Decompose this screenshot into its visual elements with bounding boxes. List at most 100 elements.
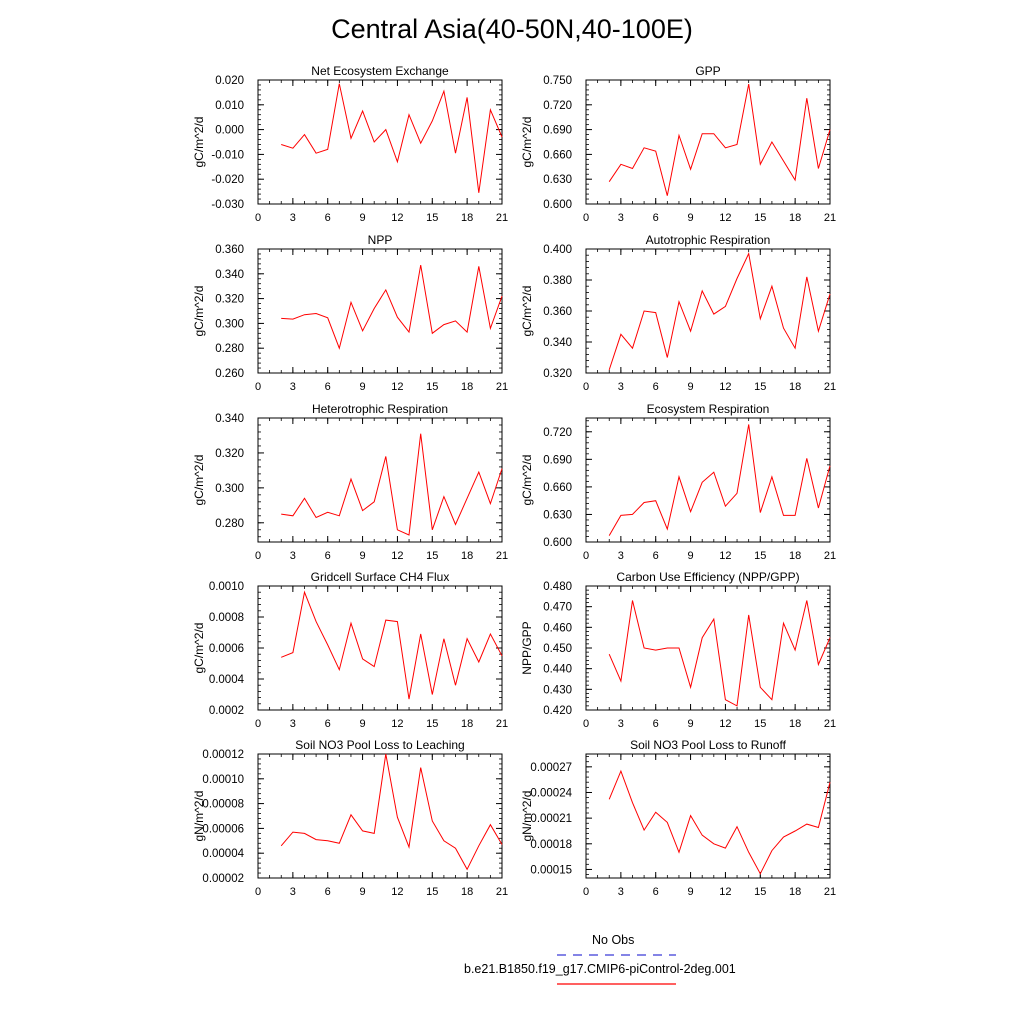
panel-3: Autotrophic Respiration gC/m^2/d 0 3 6 9 12 15 1… <box>520 233 836 393</box>
x-tick-label: 15 <box>754 212 766 224</box>
y-tick-label: 0.630 <box>543 509 572 521</box>
x-tick-label: 21 <box>496 381 508 393</box>
x-tick-label: 18 <box>789 718 801 730</box>
y-axis-label: gC/m^2/d <box>192 455 206 506</box>
x-tick-label: 12 <box>719 212 731 224</box>
y-tick-label: 0.460 <box>543 622 572 634</box>
y-tick-label: 0.480 <box>543 581 572 593</box>
panel-title: Ecosystem Respiration <box>647 402 770 416</box>
x-tick-label: 6 <box>653 550 659 562</box>
series-line-0 <box>280 753 503 871</box>
y-tick-label: -0.010 <box>211 149 244 161</box>
y-tick-label: 0.380 <box>543 275 572 287</box>
x-tick-label: 21 <box>824 212 836 224</box>
x-tick-label: 3 <box>290 550 296 562</box>
panel-6: Gridcell Surface CH4 Flux gC/m^2/d 0 3 6 9 12 1… <box>192 570 508 730</box>
panel-4: Heterotrophic Respiration gC/m^2/d 0 3 6 9 12 1… <box>192 402 508 562</box>
x-tick-label: 18 <box>461 718 473 730</box>
y-axis-label: gC/m^2/d <box>520 455 534 506</box>
y-tick-label: 0.0004 <box>209 674 245 686</box>
plot-frame <box>257 79 503 205</box>
y-tick-label: 0.00015 <box>530 864 572 876</box>
x-tick-label: 6 <box>653 381 659 393</box>
y-tick-label: 0.300 <box>215 483 244 495</box>
y-tick-label: 0.720 <box>543 427 572 439</box>
y-tick-label: 0.00002 <box>202 873 244 885</box>
y-tick-label: 0.320 <box>543 368 572 380</box>
x-tick-label: 0 <box>583 886 589 898</box>
x-tick-label: 9 <box>688 381 694 393</box>
y-tick-label: 0.340 <box>215 269 244 281</box>
panel-2: NPP gC/m^2/d 0 3 6 9 12 15 18 21 0.260 0.280 0.300 0.… <box>192 233 508 393</box>
x-tick-label: 12 <box>391 381 403 393</box>
y-tick-label: 0.470 <box>543 602 572 614</box>
page-title: Central Asia(40-50N,40-100E) <box>331 14 693 44</box>
y-tick-label: -0.030 <box>211 199 244 211</box>
x-tick-label: 18 <box>461 381 473 393</box>
x-tick-label: 21 <box>824 381 836 393</box>
x-tick-label: 15 <box>754 381 766 393</box>
x-tick-label: 21 <box>824 886 836 898</box>
x-tick-label: 6 <box>653 886 659 898</box>
plot-frame <box>257 417 503 543</box>
x-tick-label: 3 <box>618 212 624 224</box>
plot-frame <box>585 585 831 711</box>
series-line-0 <box>281 265 503 350</box>
x-tick-label: 18 <box>789 381 801 393</box>
x-tick-label: 15 <box>754 550 766 562</box>
y-tick-label: 0.00006 <box>202 823 244 835</box>
panel-title: Heterotrophic Respiration <box>312 402 448 416</box>
series-line-0 <box>281 590 503 700</box>
y-tick-label: 0.00024 <box>530 787 572 799</box>
x-tick-label: 6 <box>325 381 331 393</box>
x-tick-label: 6 <box>325 212 331 224</box>
series-line-0 <box>281 433 503 536</box>
series-line-0 <box>608 424 831 536</box>
x-tick-label: 3 <box>290 381 296 393</box>
x-tick-label: 12 <box>719 886 731 898</box>
y-axis-label: gC/m^2/d <box>520 286 534 337</box>
x-tick-label: 6 <box>325 550 331 562</box>
y-tick-label: 0.360 <box>215 244 244 256</box>
y-tick-label: 0.260 <box>215 368 244 380</box>
x-tick-label: 18 <box>789 886 801 898</box>
x-tick-label: 0 <box>255 886 261 898</box>
y-tick-label: 0.690 <box>543 454 572 466</box>
panel-title: Carbon Use Efficiency (NPP/GPP) <box>616 570 799 584</box>
y-tick-label: 0.020 <box>215 75 244 87</box>
y-tick-label: 0.600 <box>543 537 572 549</box>
y-tick-label: 0.00018 <box>530 839 572 851</box>
plot-frame <box>257 753 503 879</box>
x-tick-label: 15 <box>426 212 438 224</box>
panel-7: Carbon Use Efficiency (NPP/GPP) NPP/GPP 0 3… <box>520 570 836 730</box>
x-tick-label: 0 <box>583 718 589 730</box>
y-tick-label: 0.600 <box>543 199 572 211</box>
x-tick-label: 15 <box>426 381 438 393</box>
x-tick-label: 15 <box>426 886 438 898</box>
y-axis-label: gC/m^2/d <box>520 117 534 168</box>
y-axis-label: gC/m^2/d <box>192 623 206 674</box>
y-tick-label: 0.420 <box>543 705 572 717</box>
series-line-0 <box>608 769 831 875</box>
x-tick-label: 0 <box>255 212 261 224</box>
y-axis-label: gC/m^2/d <box>192 117 206 168</box>
x-tick-label: 12 <box>719 550 731 562</box>
x-tick-label: 3 <box>290 212 296 224</box>
x-tick-label: 3 <box>290 886 296 898</box>
plot-frame <box>585 79 831 205</box>
plot-frame <box>585 248 831 374</box>
x-tick-label: 0 <box>583 381 589 393</box>
panel-title: Gridcell Surface CH4 Flux <box>311 570 450 584</box>
y-tick-label: 0.630 <box>543 174 572 186</box>
y-tick-label: 0.0008 <box>209 612 244 624</box>
x-tick-label: 21 <box>496 212 508 224</box>
x-tick-label: 3 <box>618 381 624 393</box>
x-tick-label: 21 <box>496 550 508 562</box>
panel-8: Soil NO3 Pool Loss to Leaching gN/m^2/d 0 3… <box>192 738 508 898</box>
y-tick-label: 0.360 <box>543 306 572 318</box>
panel-title: Soil NO3 Pool Loss to Leaching <box>295 738 464 752</box>
y-tick-label: 0.320 <box>215 294 244 306</box>
y-tick-label: 0.720 <box>543 100 572 112</box>
series-line-0 <box>608 600 831 707</box>
